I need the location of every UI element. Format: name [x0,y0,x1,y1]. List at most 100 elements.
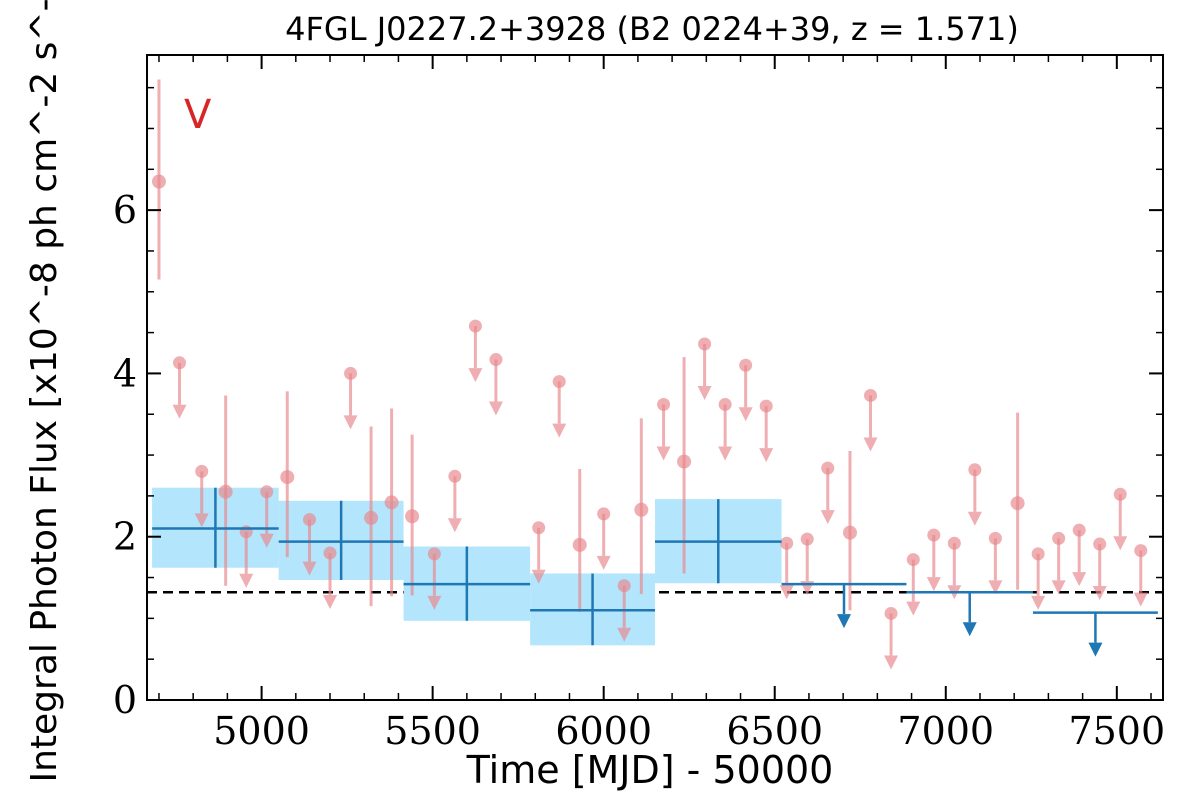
short-bin-upper-limit [488,353,503,416]
chart-title: 4FGL J0227.2+3928 (B2 0224+39, z = 1.571… [285,10,1019,48]
upper-limit-marker [1093,537,1107,551]
short-bin-upper-limit [967,463,982,526]
upper-limit-marker [739,358,753,372]
short-bin-detection [384,408,399,597]
upper-limit-marker [239,525,253,539]
long-bin-ul-arrowhead [837,614,852,629]
short-bin-upper-limit [596,507,611,570]
x-axis-label: Time [MJD] - 50000 [466,748,834,792]
upper-limit-marker [172,356,186,370]
upper-limit-arrowhead [906,601,921,616]
upper-limit-arrowhead [596,555,611,570]
short-bin-detection [572,468,587,612]
upper-limit-marker [617,579,631,593]
short-bin-upper-limit [323,546,338,610]
short-bin-detection [405,434,420,596]
upper-limit-marker [780,536,794,550]
upper-limit-marker [597,507,611,521]
long-bin-ul-arrowhead [962,622,977,637]
detection-marker [677,454,692,469]
upper-limit-arrowhead [863,437,878,452]
long-bin-detection [403,546,531,621]
detection-marker [151,174,166,189]
upper-limit-arrowhead [447,518,462,533]
upper-limit-marker [657,397,671,411]
short-bin-upper-limit [552,375,567,438]
short-bin-upper-limit [656,397,671,461]
axes-frame [146,54,1164,701]
long-bin-ul-arrowhead [1088,642,1103,657]
y-tick-label: 6 [113,188,137,232]
upper-limit-arrowhead [468,368,483,383]
short-bin-upper-limit [427,547,442,610]
upper-limit-marker [884,606,898,620]
x-tick-label: 5000 [213,709,310,753]
upper-limit-marker [427,547,441,561]
upper-limit-arrowhead [194,513,209,528]
short-bin-upper-limit [863,388,878,452]
upper-limit-arrowhead [884,655,899,670]
short-bin-layer [151,79,1148,670]
upper-limit-marker [448,469,462,483]
upper-limit-arrowhead [718,446,733,461]
upper-limit-arrowhead [302,561,317,576]
upper-limit-marker [260,485,274,499]
upper-limit-arrowhead [759,448,774,463]
upper-limit-marker [532,521,546,535]
x-tick-label: 6500 [726,709,823,753]
upper-limit-arrowhead [779,585,794,600]
short-bin-upper-limit [779,536,794,600]
upper-limit-marker [1052,531,1066,545]
upper-limit-marker [323,546,337,560]
upper-limit-marker [821,461,835,475]
detection-marker [842,525,857,540]
upper-limit-arrowhead [427,595,442,610]
short-bin-detection [151,79,166,280]
upper-limit-marker [195,464,209,478]
short-bin-upper-limit [343,366,358,430]
short-bin-upper-limit [1133,544,1148,607]
long-bin-upper-limit [781,582,907,629]
upper-limit-marker [864,388,878,402]
detection-marker [280,470,295,485]
upper-limit-marker [988,531,1002,545]
upper-limit-arrowhead [343,415,358,430]
short-bin-detection [280,391,295,558]
upper-limit-arrowhead [1133,592,1148,607]
short-bin-detection [218,395,233,586]
long-bin-detection [655,499,782,584]
short-bin-upper-limit [1072,523,1087,587]
detection-marker [405,509,420,524]
y-tick-label: 0 [113,678,137,722]
short-bin-upper-limit [906,553,921,616]
upper-limit-marker [698,337,712,351]
short-bin-detection [364,426,379,607]
upper-limit-arrowhead [656,446,671,461]
detection-marker [218,484,233,499]
text-layer: 4FGL J0227.2+3928 (B2 0224+39, z = 1.571… [24,0,1019,792]
long-bin-upper-limit [1033,611,1158,657]
short-bin-upper-limit [718,397,733,461]
upper-limit-arrowhead [697,386,712,401]
short-bin-upper-limit [1113,487,1128,551]
short-bin-upper-limit [447,469,462,533]
short-bin-upper-limit [194,464,209,528]
short-bin-detection [1010,412,1025,590]
long-bin-detection [152,487,279,568]
upper-limit-arrowhead [172,404,187,419]
upper-limit-marker [552,375,566,389]
upper-limit-arrowhead [488,401,503,416]
short-bin-upper-limit [259,485,274,548]
detection-marker [364,510,379,525]
short-bin-upper-limit [697,337,712,401]
upper-limit-marker [800,532,814,546]
upper-limit-marker [302,513,316,527]
upper-limit-marker [468,319,482,333]
x-tick-label: 7500 [1068,709,1165,753]
x-tick-label: 5500 [384,709,481,753]
upper-limit-arrowhead [1113,536,1128,551]
upper-limit-arrowhead [1092,586,1107,601]
detection-marker [572,537,587,552]
